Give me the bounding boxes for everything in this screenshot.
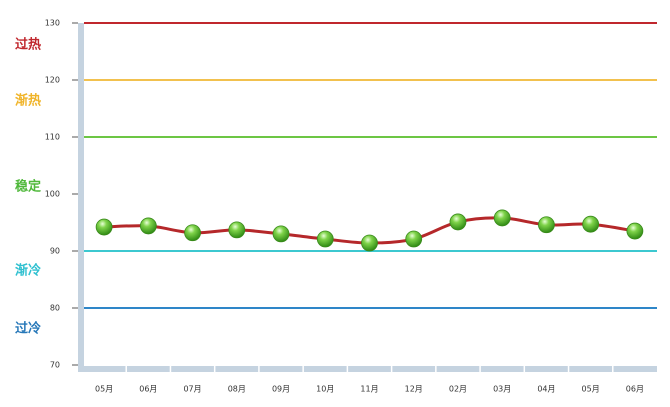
y-tick-label: 130 [45, 19, 60, 28]
x-tick-label: 04月 [537, 385, 555, 394]
x-tick-label: 03月 [493, 385, 511, 394]
point-marker [316, 230, 334, 248]
zone-label: 稳定 [15, 179, 41, 195]
y-tick-label: 120 [45, 76, 60, 85]
x-tick-label: 05月 [95, 385, 113, 394]
x-tick-label: 06月 [139, 385, 157, 394]
x-tick-label: 02月 [449, 385, 467, 394]
point-marker [449, 213, 467, 231]
x-tick-label: 09月 [272, 385, 290, 394]
x-tick-label: 08月 [228, 385, 246, 394]
point-marker [405, 230, 423, 248]
point-marker [626, 222, 644, 240]
point-marker [538, 216, 555, 234]
x-tick-label: 05月 [582, 385, 600, 394]
zone-label: 渐冷 [15, 263, 41, 279]
point-marker [582, 215, 600, 233]
x-tick-label: 12月 [405, 385, 423, 394]
y-axis-bar [78, 23, 84, 372]
zone-label: 渐热 [15, 93, 41, 109]
x-axis-bar [78, 366, 657, 372]
x-tick-label: 07月 [183, 385, 201, 394]
y-tick-label: 80 [50, 304, 60, 313]
y-tick-label: 90 [50, 247, 60, 256]
x-tick-label: 11月 [360, 385, 378, 394]
point-marker [272, 225, 290, 243]
point-marker [228, 221, 246, 239]
x-tick-label: 10月 [316, 385, 334, 394]
point-marker [493, 209, 511, 227]
y-tick-label: 70 [50, 361, 60, 370]
y-tick-label: 100 [45, 190, 60, 199]
zone-label: 过冷 [15, 321, 41, 337]
point-marker [184, 224, 201, 242]
x-tick-label: 06月 [626, 385, 644, 394]
y-tick-label: 110 [45, 133, 60, 142]
point-marker [95, 218, 113, 236]
point-marker [139, 217, 157, 235]
zone-label: 过热 [15, 37, 41, 53]
point-marker [361, 234, 378, 252]
